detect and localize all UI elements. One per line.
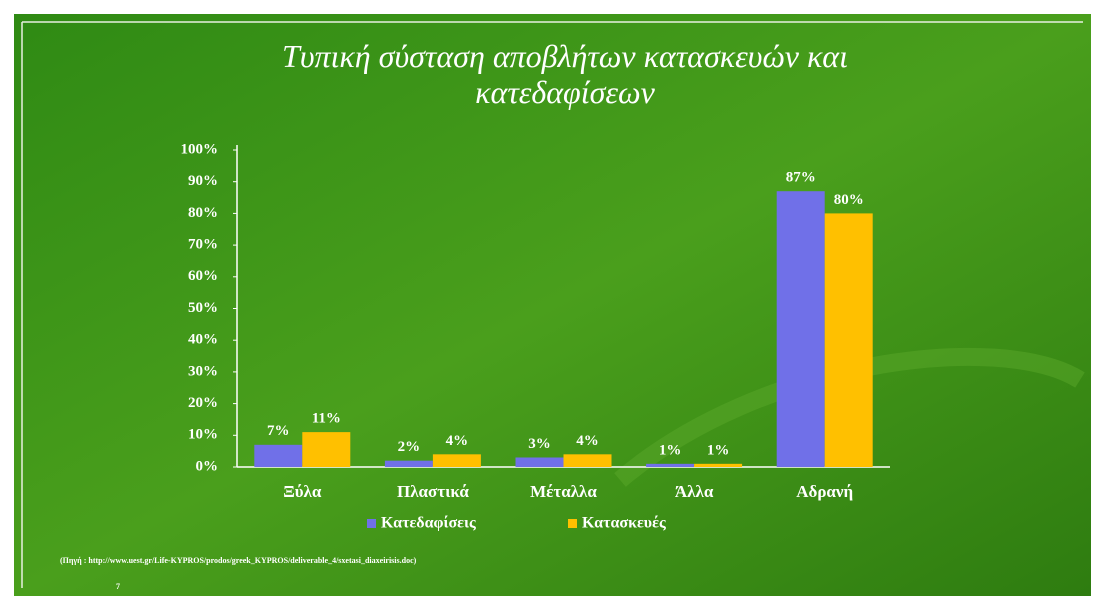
bar: [515, 457, 564, 467]
data-label: 4%: [446, 433, 469, 449]
bar: [254, 444, 303, 467]
data-label: 80%: [834, 192, 864, 208]
bar: [776, 191, 825, 467]
y-tick-label: 60%: [188, 268, 218, 284]
data-label: 7%: [267, 423, 290, 439]
data-label: 3%: [528, 436, 551, 452]
legend-swatch: [568, 519, 577, 528]
data-label: 1%: [707, 442, 730, 458]
x-tick-label: Μέταλλα: [530, 482, 597, 501]
y-tick-label: 90%: [188, 173, 218, 189]
bar: [646, 463, 695, 467]
bar: [302, 432, 351, 467]
data-label: 4%: [576, 433, 599, 449]
bar: [384, 460, 433, 467]
y-tick-label: 100%: [181, 141, 219, 157]
y-tick-label: 70%: [188, 237, 218, 253]
slide-background: [14, 14, 1091, 596]
x-tick-label: Ξύλα: [283, 482, 322, 501]
y-tick-label: 10%: [188, 427, 218, 443]
y-tick-label: 0%: [196, 458, 219, 474]
data-label: 1%: [659, 442, 682, 458]
bar: [694, 463, 743, 467]
legend-label: Κατεδαφίσεις: [381, 515, 476, 532]
data-label: 87%: [786, 170, 816, 186]
legend-swatch: [367, 519, 376, 528]
y-tick-label: 30%: [188, 363, 218, 379]
data-label: 11%: [312, 411, 341, 427]
bar: [563, 454, 612, 467]
y-tick-label: 80%: [188, 205, 218, 221]
page-number: 7: [116, 582, 120, 591]
x-tick-label: Άλλα: [675, 482, 714, 501]
legend-label: Κατασκευές: [582, 515, 666, 532]
y-tick-label: 20%: [188, 395, 218, 411]
x-tick-label: Αδρανή: [796, 482, 853, 501]
data-label: 2%: [398, 439, 421, 455]
y-tick-label: 40%: [188, 332, 218, 348]
bar: [432, 454, 481, 467]
y-tick-label: 50%: [188, 300, 218, 316]
chart-title: Τυπική σύσταση αποβλήτων κατασκευών και κ…: [282, 38, 848, 110]
bar: [824, 213, 873, 467]
x-tick-label: Πλαστικά: [397, 482, 469, 501]
source: (Πηγή : http://www.uest.gr/Life-KYPROS/p…: [60, 556, 417, 565]
